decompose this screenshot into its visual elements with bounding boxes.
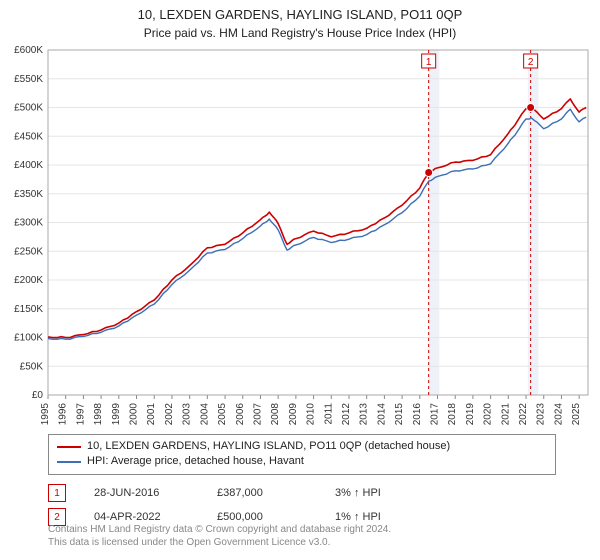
legend-item: HPI: Average price, detached house, Hava…	[57, 454, 547, 469]
event-number-box: 1	[48, 484, 66, 502]
svg-text:£400K: £400K	[14, 160, 43, 171]
svg-text:£300K: £300K	[14, 218, 43, 229]
svg-text:2005: 2005	[217, 403, 228, 426]
svg-text:2017: 2017	[430, 403, 441, 426]
svg-text:2019: 2019	[465, 403, 476, 426]
svg-text:2006: 2006	[235, 403, 246, 426]
legend-label: HPI: Average price, detached house, Hava…	[87, 454, 304, 469]
svg-text:2010: 2010	[306, 403, 317, 426]
svg-text:£100K: £100K	[14, 333, 43, 344]
page-title: 10, LEXDEN GARDENS, HAYLING ISLAND, PO11…	[0, 0, 600, 24]
svg-text:£50K: £50K	[20, 361, 44, 372]
svg-text:2023: 2023	[536, 403, 547, 426]
price-chart: £0 £50K £100K £150K £200K £250K £300K £350K £400…	[0, 44, 600, 429]
event-price: £387,000	[217, 487, 307, 499]
svg-text:2003: 2003	[182, 403, 193, 426]
svg-text:2000: 2000	[129, 403, 140, 426]
footnote-line: Contains HM Land Registry data © Crown c…	[48, 524, 556, 537]
event-price: £500,000	[217, 511, 307, 523]
svg-text:2012: 2012	[341, 403, 352, 426]
svg-text:1995: 1995	[40, 403, 51, 426]
svg-text:2008: 2008	[270, 403, 281, 426]
legend-swatch	[57, 446, 81, 448]
legend: 10, LEXDEN GARDENS, HAYLING ISLAND, PO11…	[48, 434, 556, 475]
svg-text:£250K: £250K	[14, 246, 43, 257]
svg-text:2024: 2024	[553, 403, 564, 426]
svg-text:£600K: £600K	[14, 45, 43, 56]
svg-text:1998: 1998	[93, 403, 104, 426]
svg-text:2001: 2001	[146, 403, 157, 426]
svg-text:1997: 1997	[75, 403, 86, 426]
svg-text:£500K: £500K	[14, 103, 43, 114]
page-subtitle: Price paid vs. HM Land Registry's House …	[0, 24, 600, 40]
event-date: 28-JUN-2016	[94, 487, 189, 499]
svg-text:2020: 2020	[483, 403, 494, 426]
svg-text:2021: 2021	[500, 403, 511, 426]
svg-text:2009: 2009	[288, 403, 299, 426]
svg-text:2018: 2018	[447, 403, 458, 426]
footnote: Contains HM Land Registry data © Crown c…	[48, 524, 556, 549]
event-hpi: 3% ↑ HPI	[335, 487, 425, 499]
svg-text:2025: 2025	[571, 403, 582, 426]
legend-item: 10, LEXDEN GARDENS, HAYLING ISLAND, PO11…	[57, 439, 547, 454]
svg-text:2004: 2004	[199, 403, 210, 426]
legend-label: 10, LEXDEN GARDENS, HAYLING ISLAND, PO11…	[87, 439, 450, 454]
event-hpi: 1% ↑ HPI	[335, 511, 425, 523]
svg-text:1999: 1999	[111, 403, 122, 426]
svg-text:2022: 2022	[518, 403, 529, 426]
svg-text:2: 2	[528, 57, 534, 68]
footnote-line: This data is licensed under the Open Gov…	[48, 537, 556, 550]
svg-text:£350K: £350K	[14, 189, 43, 200]
svg-text:1: 1	[426, 57, 432, 68]
event-row: 1 28-JUN-2016 £387,000 3% ↑ HPI	[48, 484, 556, 502]
svg-text:£0: £0	[32, 390, 44, 401]
svg-text:2014: 2014	[376, 403, 387, 426]
svg-text:2007: 2007	[252, 403, 263, 426]
svg-text:£450K: £450K	[14, 131, 43, 142]
svg-text:2015: 2015	[394, 403, 405, 426]
event-list: 128-JUN-2016£387,0003% ↑ HPI204-APR-2022…	[48, 478, 556, 526]
svg-text:£200K: £200K	[14, 275, 43, 286]
svg-text:£550K: £550K	[14, 74, 43, 85]
legend-swatch	[57, 461, 81, 463]
svg-text:2013: 2013	[359, 403, 370, 426]
svg-text:2011: 2011	[323, 403, 334, 425]
svg-text:£150K: £150K	[14, 304, 43, 315]
event-date: 04-APR-2022	[94, 511, 189, 523]
svg-text:2002: 2002	[164, 403, 175, 426]
svg-text:2016: 2016	[412, 403, 423, 426]
svg-text:1996: 1996	[58, 403, 69, 426]
